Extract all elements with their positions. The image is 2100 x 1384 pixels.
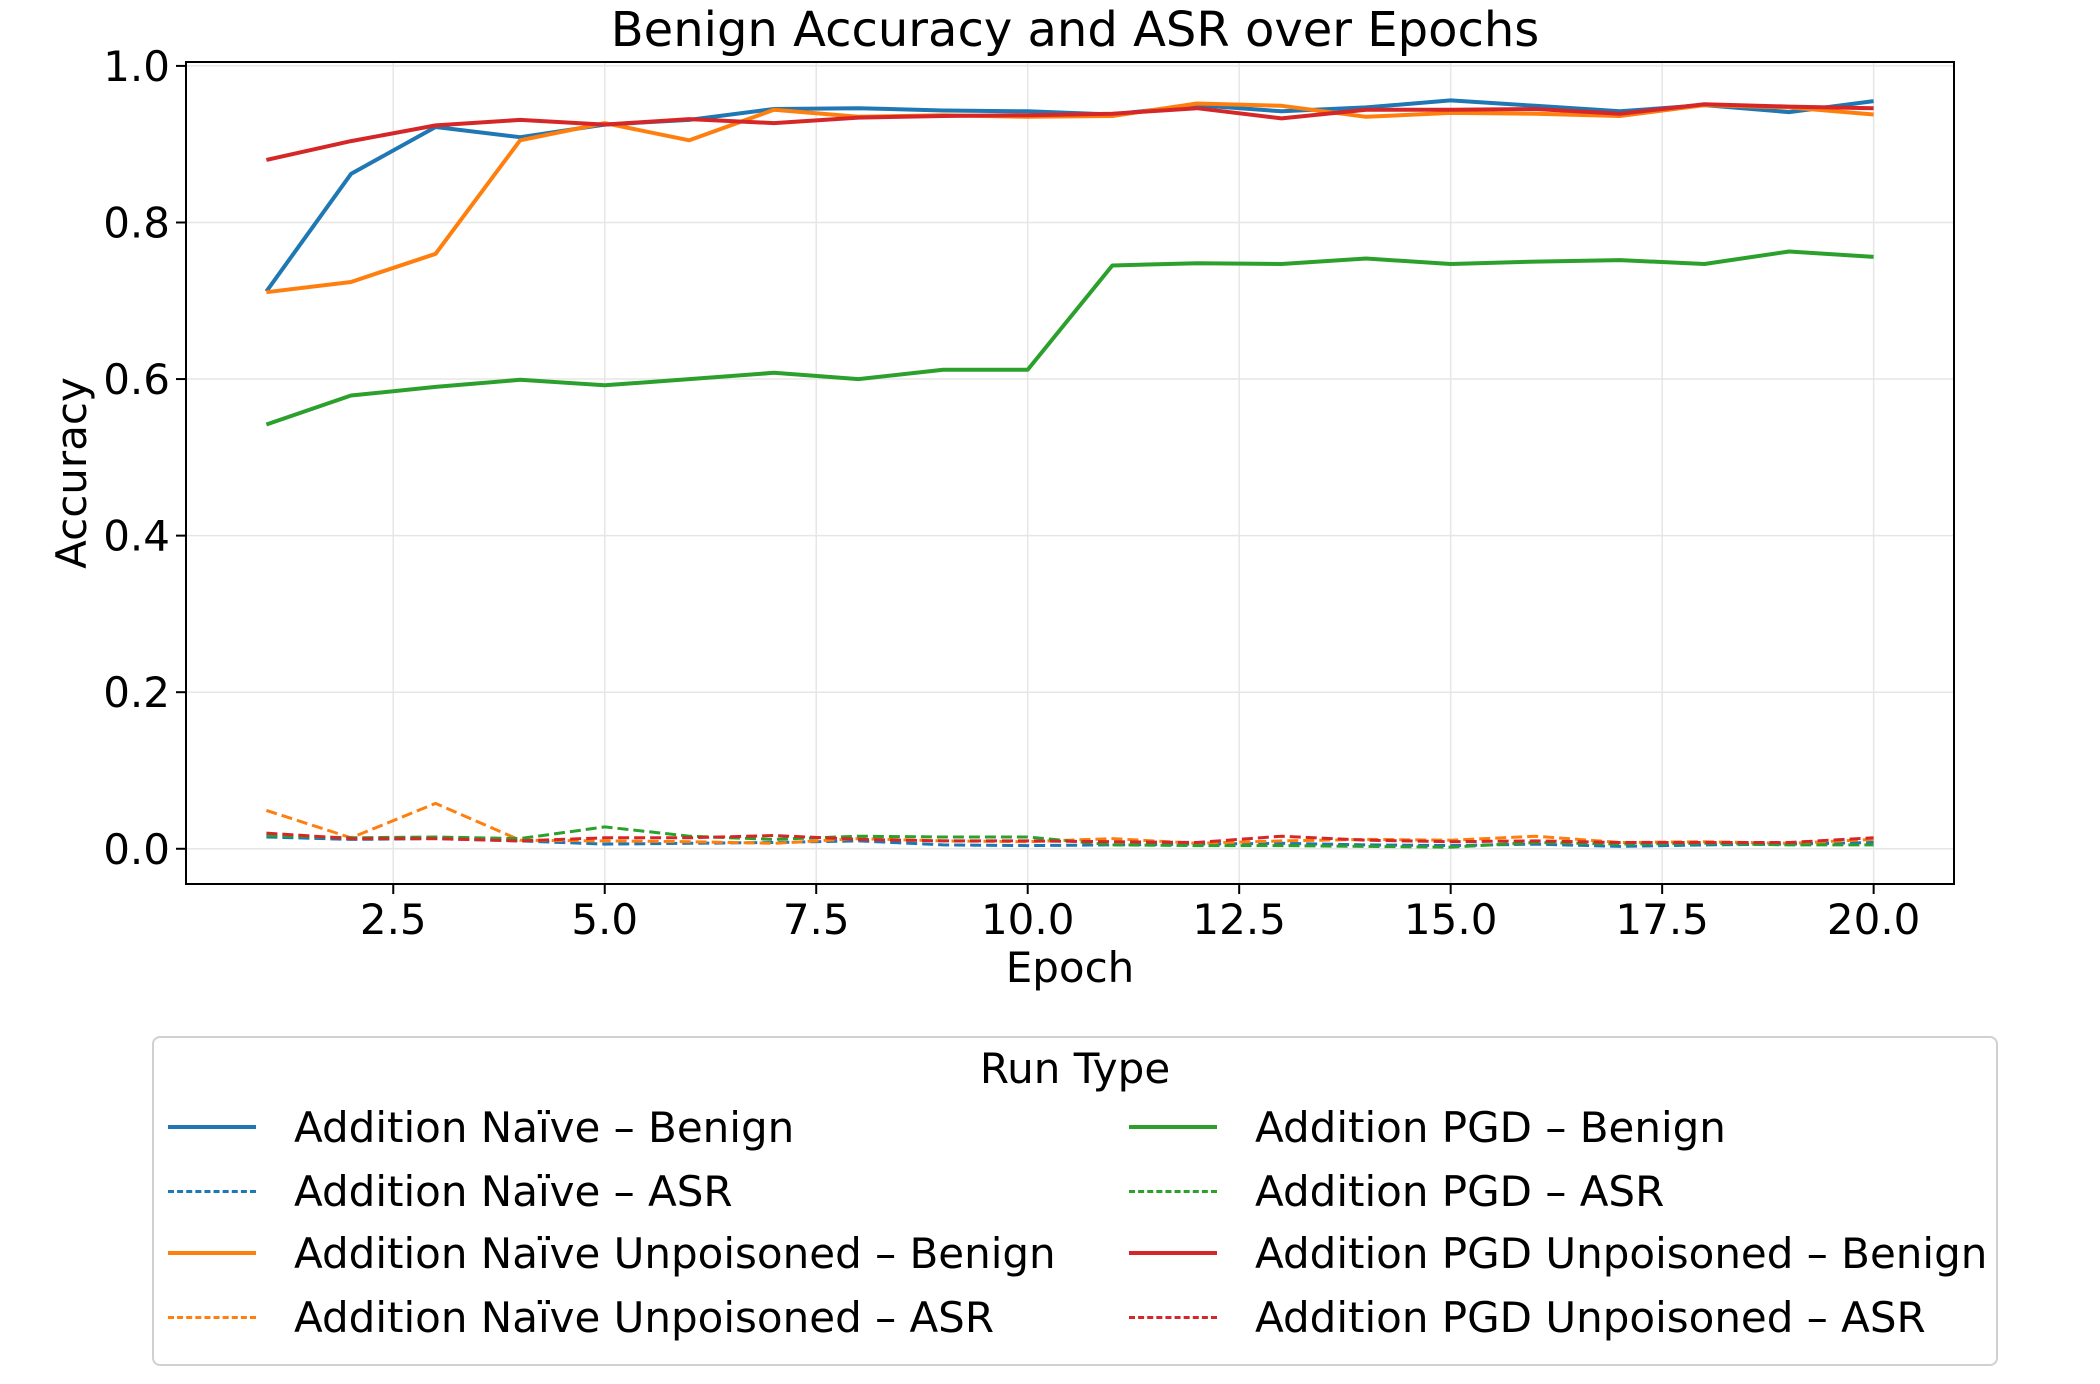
legend: Run Type Addition Naïve – Benign Addition… xyxy=(152,1036,1998,1366)
x-axis-label: Epoch xyxy=(1006,943,1135,992)
legend-label: Addition Naïve – ASR xyxy=(294,1166,733,1216)
legend-swatch xyxy=(1129,1251,1217,1255)
legend-item: Addition PGD Unpoisoned – Benign xyxy=(1129,1224,1987,1282)
x-axis-ticks: 2.5 5.0 7.5 10.0 12.5 15.0 17.5 20.0 xyxy=(360,884,1921,944)
y-tick-label: 0.0 xyxy=(103,825,170,874)
legend-item: Addition Naïve Unpoisoned – Benign xyxy=(168,1224,1056,1282)
x-tick-label: 10.0 xyxy=(981,895,1075,944)
x-tick-label: 12.5 xyxy=(1192,895,1286,944)
legend-label: Addition PGD Unpoisoned – Benign xyxy=(1255,1228,1988,1278)
legend-swatch xyxy=(1129,1315,1217,1319)
y-axis-ticks: 0.0 0.2 0.4 0.6 0.8 1.0 xyxy=(103,42,186,874)
grid xyxy=(186,62,1954,884)
x-tick-label: 20.0 xyxy=(1827,895,1921,944)
series-line-7 xyxy=(265,102,1874,162)
plot-area-frame xyxy=(185,61,1955,885)
y-tick-label: 0.6 xyxy=(103,355,170,404)
legend-item: Addition Naïve – ASR xyxy=(168,1162,733,1220)
legend-label: Addition Naïve Unpoisoned – ASR xyxy=(294,1292,995,1342)
y-tick-label: 1.0 xyxy=(103,42,170,91)
legend-swatch xyxy=(168,1315,256,1319)
series-line-3 xyxy=(266,101,1874,295)
chart-title: Benign Accuracy and ASR over Epochs xyxy=(611,2,1540,58)
legend-label: Addition PGD Unpoisoned – ASR xyxy=(1255,1292,1926,1342)
series-line-5 xyxy=(265,249,1874,427)
x-tick-label: 5.0 xyxy=(571,895,638,944)
legend-swatch xyxy=(168,1189,256,1193)
y-tick-label: 0.4 xyxy=(103,512,170,561)
legend-item: Addition Naïve Unpoisoned – ASR xyxy=(168,1288,994,1346)
legend-label: Addition PGD – Benign xyxy=(1255,1102,1726,1152)
legend-item: Addition PGD – ASR xyxy=(1129,1162,1664,1220)
x-tick-label: 2.5 xyxy=(360,895,427,944)
legend-item: Addition Naïve – Benign xyxy=(168,1098,794,1156)
legend-label: Addition PGD – ASR xyxy=(1255,1166,1665,1216)
legend-swatch xyxy=(168,1125,256,1129)
series-line-1 xyxy=(264,98,1874,293)
x-tick-label: 17.5 xyxy=(1615,895,1709,944)
legend-label: Addition Naïve Unpoisoned – Benign xyxy=(294,1228,1056,1278)
y-tick-label: 0.8 xyxy=(103,198,170,247)
series-line-8 xyxy=(266,831,1874,844)
y-tick-label: 0.2 xyxy=(103,668,170,717)
legend-item: Addition PGD – Benign xyxy=(1129,1098,1726,1156)
series-lines xyxy=(264,98,1874,849)
series-line-2 xyxy=(266,835,1874,848)
y-axis-label: Accuracy xyxy=(47,377,96,569)
legend-swatch xyxy=(1129,1125,1217,1129)
x-tick-label: 15.0 xyxy=(1404,895,1498,944)
x-tick-label: 7.5 xyxy=(783,895,850,944)
legend-swatch xyxy=(168,1251,256,1255)
legend-title: Run Type xyxy=(979,1044,1171,1093)
legend-swatch xyxy=(1129,1189,1217,1193)
legend-item: Addition PGD Unpoisoned – ASR xyxy=(1129,1288,1926,1346)
legend-label: Addition Naïve – Benign xyxy=(294,1102,795,1152)
